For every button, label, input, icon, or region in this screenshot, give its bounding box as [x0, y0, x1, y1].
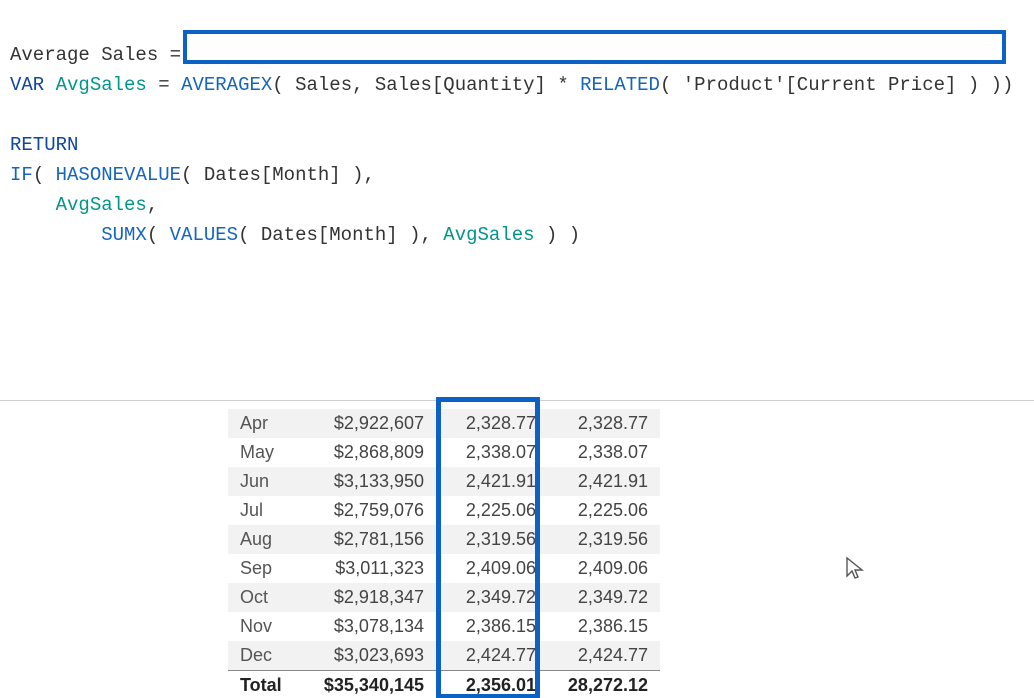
cell-avg1: 2,386.15: [436, 612, 548, 641]
table-row: Oct $2,918,347 2,349.72 2,349.72: [228, 583, 660, 612]
code-line-return: RETURN: [10, 134, 78, 156]
table-row: Nov $3,078,134 2,386.15 2,386.15: [228, 612, 660, 641]
cell-avg2: 2,349.72: [548, 583, 660, 612]
table-row: Sep $3,011,323 2,409.06 2,409.06: [228, 554, 660, 583]
highlight-averagex-box: [183, 30, 1006, 64]
code-line-2: VAR AvgSales = AVERAGEX( Sales, Sales[Qu…: [10, 74, 1013, 96]
dax-formula-editor[interactable]: Average Sales = VAR AvgSales = AVERAGEX(…: [0, 0, 1034, 290]
cell-avg1: 2,349.72: [436, 583, 548, 612]
code-line-avg: AvgSales,: [10, 194, 158, 216]
cell-month: Apr: [228, 409, 302, 438]
table-row: Aug $2,781,156 2,319.56 2,319.56: [228, 525, 660, 554]
cell-month: Jul: [228, 496, 302, 525]
cell-avg1: 2,409.06: [436, 554, 548, 583]
code-line-sumx: SUMX( VALUES( Dates[Month] ), AvgSales )…: [10, 224, 580, 246]
cell-avg1: 2,421.91: [436, 467, 548, 496]
cell-avg2: 2,319.56: [548, 525, 660, 554]
table-row: Dec $3,023,693 2,424.77 2,424.77: [228, 641, 660, 671]
cell-sales: $2,918,347: [302, 583, 436, 612]
results-table-body: Apr $2,922,607 2,328.77 2,328.77 May $2,…: [228, 409, 660, 698]
code-blank-line: [10, 104, 21, 126]
cell-total-sales: $35,340,145: [302, 671, 436, 698]
table-row: Jun $3,133,950 2,421.91 2,421.91: [228, 467, 660, 496]
cell-avg1: 2,225.06: [436, 496, 548, 525]
cell-avg1: 2,424.77: [436, 641, 548, 671]
cell-avg2: 2,421.91: [548, 467, 660, 496]
table-row: Jul $2,759,076 2,225.06 2,225.06: [228, 496, 660, 525]
cell-avg2: 2,225.06: [548, 496, 660, 525]
cell-month: Aug: [228, 525, 302, 554]
table-row: May $2,868,809 2,338.07 2,338.07: [228, 438, 660, 467]
cell-avg2: 2,328.77: [548, 409, 660, 438]
code-line-if: IF( HASONEVALUE( Dates[Month] ),: [10, 164, 375, 186]
cell-month: Oct: [228, 583, 302, 612]
cell-sales: $3,078,134: [302, 612, 436, 641]
section-divider: [0, 400, 1034, 401]
results-table-wrap: Apr $2,922,607 2,328.77 2,328.77 May $2,…: [228, 409, 1034, 698]
code-line-1: Average Sales =: [10, 44, 192, 66]
cell-total-avg1: 2,356.01: [436, 671, 548, 698]
table-row-total: Total $35,340,145 2,356.01 28,272.12: [228, 671, 660, 698]
cell-total-avg2: 28,272.12: [548, 671, 660, 698]
cell-month: Nov: [228, 612, 302, 641]
cell-sales: $2,759,076: [302, 496, 436, 525]
cell-sales: $2,922,607: [302, 409, 436, 438]
cell-sales: $3,133,950: [302, 467, 436, 496]
cell-avg2: 2,409.06: [548, 554, 660, 583]
cell-avg1: 2,338.07: [436, 438, 548, 467]
cell-avg2: 2,424.77: [548, 641, 660, 671]
cell-avg1: 2,319.56: [436, 525, 548, 554]
cell-avg2: 2,338.07: [548, 438, 660, 467]
cell-month: Jun: [228, 467, 302, 496]
cell-avg1: 2,328.77: [436, 409, 548, 438]
cell-avg2: 2,386.15: [548, 612, 660, 641]
cell-sales: $3,011,323: [302, 554, 436, 583]
results-table: Apr $2,922,607 2,328.77 2,328.77 May $2,…: [228, 409, 660, 698]
cell-month: May: [228, 438, 302, 467]
cell-month: Dec: [228, 641, 302, 671]
cell-sales: $2,781,156: [302, 525, 436, 554]
cell-sales: $2,868,809: [302, 438, 436, 467]
cell-month: Sep: [228, 554, 302, 583]
cell-sales: $3,023,693: [302, 641, 436, 671]
cell-total-label: Total: [228, 671, 302, 698]
table-row: Apr $2,922,607 2,328.77 2,328.77: [228, 409, 660, 438]
